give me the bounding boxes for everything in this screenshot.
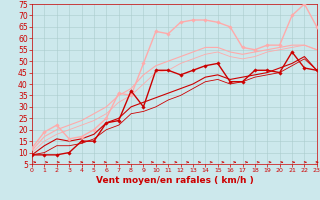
X-axis label: Vent moyen/en rafales ( km/h ): Vent moyen/en rafales ( km/h ) (96, 176, 253, 185)
